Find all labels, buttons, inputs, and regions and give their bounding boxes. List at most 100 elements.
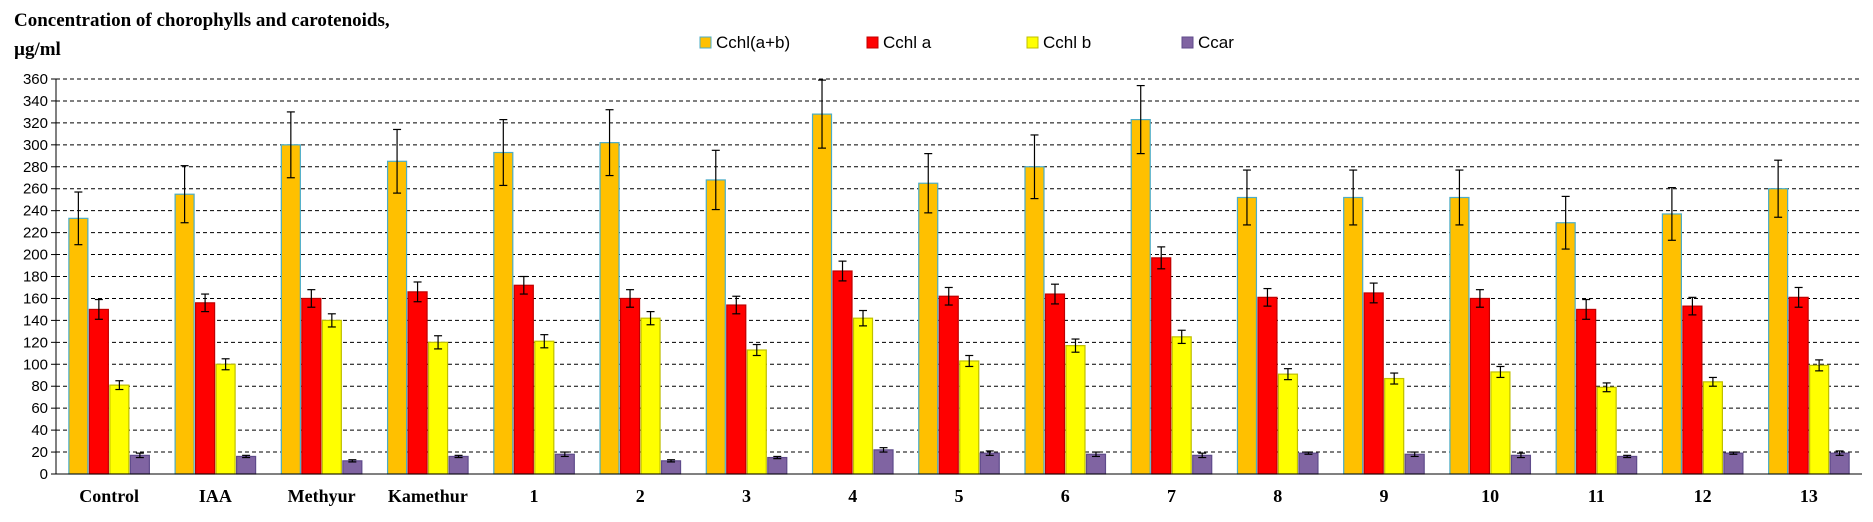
bar: [554, 453, 575, 475]
bar: [873, 449, 894, 475]
error-bar: [1794, 286, 1803, 308]
bar: [407, 291, 428, 475]
error-bar: [818, 79, 827, 149]
legend-label: Ccar: [1198, 33, 1234, 52]
error-bar: [1475, 289, 1484, 308]
y-tick-label: 160: [23, 290, 48, 307]
error-bar: [1390, 372, 1399, 385]
y-tick-label: 100: [23, 356, 48, 373]
bar: [493, 151, 514, 475]
x-tick-label: IAA: [199, 486, 232, 506]
bar: [660, 460, 682, 475]
bar: [1449, 196, 1470, 475]
bar: [726, 304, 747, 475]
x-tick-label: 5: [955, 486, 964, 506]
y-tick-label: 80: [31, 378, 48, 395]
x-axis-ticks: Control IAA Methyur Kamethur 1 2 3 4 5 6 7 8 9 10 11 12…: [79, 486, 1818, 506]
bar: [1192, 454, 1213, 475]
error-bar: [1030, 134, 1039, 200]
error-bar: [1198, 452, 1207, 459]
bar: [448, 455, 469, 475]
error-bar: [540, 334, 549, 349]
bar: [1576, 308, 1597, 475]
x-tick-label: 3: [742, 486, 751, 506]
x-tick-label: 12: [1694, 486, 1712, 506]
error-bar: [1263, 287, 1272, 307]
error-bar: [732, 295, 741, 315]
bar: [938, 295, 959, 475]
error-bar: [1050, 283, 1059, 305]
error-bar: [1455, 169, 1464, 226]
bar: [1768, 188, 1789, 475]
bar: [342, 460, 363, 475]
bar: [534, 340, 555, 475]
bar: [705, 179, 726, 475]
x-tick-label: 7: [1167, 486, 1176, 506]
x-tick-label: 11: [1588, 486, 1605, 506]
bar: [280, 144, 301, 475]
bar: [386, 160, 408, 475]
bar: [1085, 453, 1107, 475]
x-tick-label: 4: [848, 486, 857, 506]
error-bar: [1496, 365, 1505, 379]
legend-item: Cchl(a+b): [699, 33, 790, 52]
error-bar: [327, 313, 336, 328]
bar: [1510, 454, 1532, 475]
error-bar: [1177, 329, 1186, 345]
bar: [1702, 381, 1723, 475]
bar: [1404, 453, 1425, 475]
bar: [321, 319, 342, 475]
error-bar: [879, 447, 888, 453]
bar: [959, 360, 980, 475]
bar: [174, 193, 195, 475]
bar: [1384, 377, 1405, 475]
bar: [1277, 373, 1299, 475]
legend-item: Cchl b: [1026, 33, 1091, 52]
bar: [68, 217, 89, 475]
x-tick-label: 13: [1800, 486, 1818, 506]
legend-swatch: [1026, 36, 1039, 49]
legend-label: Cchl(a+b): [716, 33, 790, 52]
bar: [195, 302, 216, 475]
error-bar: [519, 275, 528, 295]
bar: [215, 363, 236, 475]
bar: [1171, 336, 1192, 475]
legend: Cchl(a+b) Cchl a Cchl b Ccar: [699, 33, 1234, 52]
y-tick-label: 120: [23, 334, 48, 351]
y-tick-label: 140: [23, 312, 48, 329]
chart-title-line2: µg/ml: [14, 39, 61, 60]
error-bar: [1815, 359, 1824, 372]
error-bar: [221, 358, 230, 371]
error-bar: [667, 459, 676, 463]
error-bar: [838, 260, 847, 282]
bar: [1024, 166, 1045, 475]
bar: [1257, 296, 1278, 475]
bar: [619, 297, 641, 475]
error-bar: [115, 380, 124, 391]
error-bar: [307, 289, 316, 308]
bar: [129, 454, 150, 475]
error-bar: [454, 454, 463, 459]
error-bar: [1582, 298, 1591, 320]
bar: [513, 284, 534, 475]
bar: [1661, 213, 1682, 475]
error-bar: [626, 289, 635, 308]
error-bar: [1561, 195, 1570, 250]
bar: [1363, 292, 1384, 475]
y-tick-label: 340: [23, 93, 48, 110]
y-tick-label: 20: [31, 444, 48, 461]
bar: [236, 455, 257, 475]
legend-label: Cchl b: [1043, 33, 1091, 52]
error-bars: [74, 79, 1844, 463]
y-tick-label: 280: [23, 159, 48, 176]
y-tick-label: 240: [23, 203, 48, 220]
bar: [1065, 345, 1086, 475]
error-bar: [1602, 382, 1611, 393]
y-tick-label: 0: [40, 466, 48, 483]
error-bar: [1667, 187, 1676, 241]
error-bar: [944, 286, 953, 306]
legend-swatch: [866, 36, 879, 49]
error-bar: [560, 451, 569, 458]
bar: [1151, 257, 1172, 475]
